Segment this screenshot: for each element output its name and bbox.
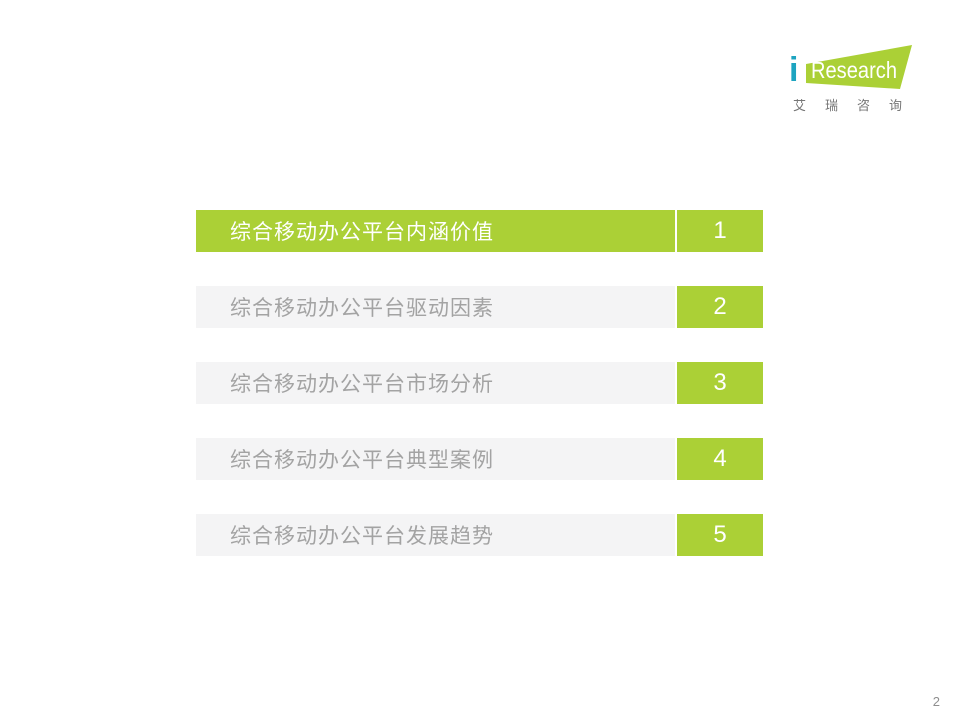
page-number: 2	[932, 694, 940, 709]
toc-item-4[interactable]: 综合移动办公平台典型案例 4	[196, 438, 763, 480]
toc-item-label: 综合移动办公平台驱动因素	[196, 286, 675, 328]
toc-item-label: 综合移动办公平台典型案例	[196, 438, 675, 480]
toc-item-label: 综合移动办公平台内涵价值	[196, 210, 675, 252]
toc-item-3[interactable]: 综合移动办公平台市场分析 3	[196, 362, 763, 404]
toc-item-5[interactable]: 综合移动办公平台发展趋势 5	[196, 514, 763, 556]
toc-item-number: 4	[675, 438, 763, 480]
toc-list: 综合移动办公平台内涵价值 1 综合移动办公平台驱动因素 2 综合移动办公平台市场…	[196, 210, 763, 556]
toc-item-number: 5	[675, 514, 763, 556]
toc-item-1[interactable]: 综合移动办公平台内涵价值 1	[196, 210, 763, 252]
toc-item-label: 综合移动办公平台发展趋势	[196, 514, 675, 556]
toc-item-label: 综合移动办公平台市场分析	[196, 362, 675, 404]
toc-item-number: 3	[675, 362, 763, 404]
toc-item-number: 2	[675, 286, 763, 328]
iresearch-logo: i Research 艾瑞咨询	[786, 40, 918, 114]
logo-research-text: Research	[811, 57, 897, 83]
logo-i-letter: i	[789, 51, 798, 89]
toc-item-number: 1	[675, 210, 763, 252]
logo-caption: 艾瑞咨询	[793, 98, 922, 113]
logo-banner-shape	[806, 45, 912, 89]
iresearch-logo-graphic: i Research	[789, 45, 912, 89]
toc-item-2[interactable]: 综合移动办公平台驱动因素 2	[196, 286, 763, 328]
